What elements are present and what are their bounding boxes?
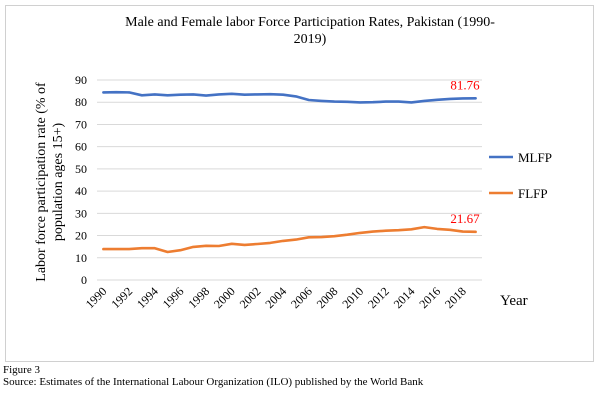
y-axis-title-line-2: population ages 15+) — [51, 123, 66, 242]
x-tick-label: 2014 — [391, 284, 418, 311]
x-tick-label: 2012 — [365, 284, 392, 311]
x-tick-label: 2006 — [288, 284, 315, 311]
series-line-mlfp — [102, 90, 477, 104]
x-tick-label: 2018 — [442, 284, 469, 311]
x-tick-label: 2008 — [314, 284, 341, 311]
x-tick-label: 2000 — [211, 284, 238, 311]
y-tick-label: 30 — [75, 206, 87, 220]
y-tick-label: 10 — [75, 251, 87, 265]
x-tick-label: 1992 — [108, 284, 135, 311]
x-tick-label: 1996 — [160, 284, 187, 311]
legend-label-flfp: FLFP — [518, 186, 548, 201]
x-tick-label: 2016 — [416, 284, 443, 311]
chart-title-line-1: Male and Female labor Force Participatio… — [125, 15, 495, 30]
y-tick-label: 50 — [75, 162, 87, 176]
y-axis-title-line-1: Labor force participation rate (% of — [34, 82, 49, 282]
x-tick-label: 1998 — [185, 284, 212, 311]
y-tick-label: 40 — [75, 184, 87, 198]
figure-source: Source: Estimates of the International L… — [3, 376, 424, 388]
x-tick-label: 1990 — [83, 284, 110, 311]
y-tick-label: 60 — [75, 140, 87, 154]
x-tick-label: 2004 — [262, 284, 289, 311]
y-tick-label: 20 — [75, 229, 87, 243]
x-tick-label: 2002 — [237, 284, 264, 311]
x-tick-label: 2010 — [339, 284, 366, 311]
y-tick-label: 90 — [75, 73, 87, 87]
x-tick-label: 1994 — [134, 284, 161, 311]
chart-title-line-2: 2019) — [293, 32, 327, 47]
series-line-flfp — [102, 225, 477, 254]
x-axis-title: Year — [500, 293, 528, 309]
chart-frame — [5, 5, 594, 362]
legend-label-mlfp: MLFP — [518, 150, 552, 165]
data-label-mlfp: 81.76 — [450, 77, 480, 92]
data-label-flfp: 21.67 — [450, 211, 480, 226]
y-tick-label: 70 — [75, 117, 87, 131]
y-tick-label: 80 — [75, 95, 87, 109]
y-tick-label: 0 — [81, 273, 87, 287]
figure-label: Figure 3 — [3, 364, 40, 376]
